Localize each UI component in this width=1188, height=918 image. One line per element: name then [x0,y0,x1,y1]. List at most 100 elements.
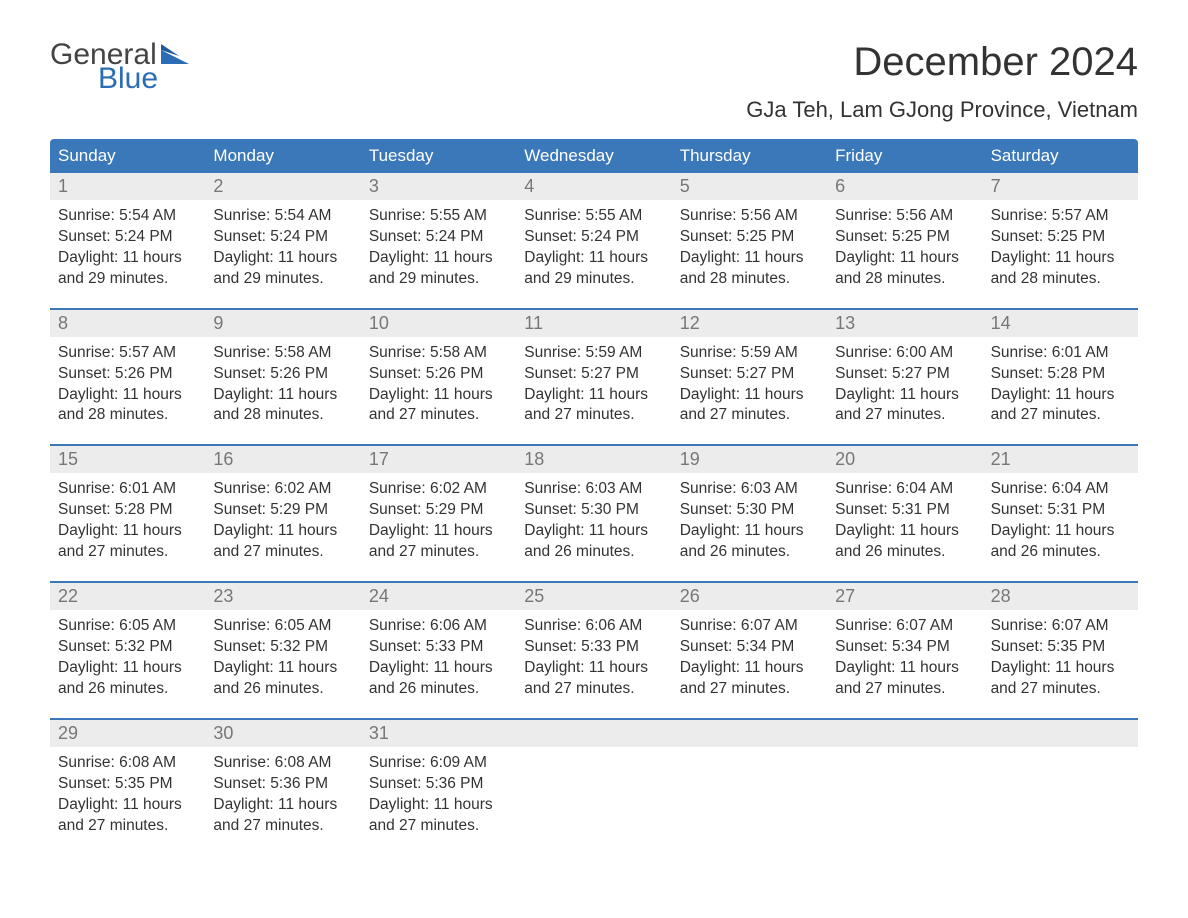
daylight-line-2: and 27 minutes. [835,405,974,426]
sunset-line: Sunset: 5:27 PM [680,364,819,385]
day-cell: Sunrise: 5:54 AMSunset: 5:24 PMDaylight:… [205,200,360,304]
daylight-line-2: and 26 minutes. [369,679,508,700]
day-number: 26 [672,583,827,610]
day-header-friday: Friday [827,139,982,173]
day-number: 12 [672,310,827,337]
brand-logo: General Blue [50,40,189,94]
sunset-line: Sunset: 5:34 PM [835,637,974,658]
sunset-line: Sunset: 5:30 PM [524,500,663,521]
daylight-line-2: and 26 minutes. [835,542,974,563]
day-cell: Sunrise: 6:04 AMSunset: 5:31 PMDaylight:… [983,473,1138,577]
week-block: 15161718192021Sunrise: 6:01 AMSunset: 5:… [50,444,1138,577]
sunset-line: Sunset: 5:33 PM [369,637,508,658]
week-block: 891011121314Sunrise: 5:57 AMSunset: 5:26… [50,308,1138,441]
daynum-row: 293031 [50,718,1138,747]
page-title: December 2024 [746,40,1138,85]
sunset-line: Sunset: 5:35 PM [58,774,197,795]
sunrise-line: Sunrise: 5:57 AM [991,206,1130,227]
daylight-line-2: and 28 minutes. [835,269,974,290]
daylight-line-2: and 27 minutes. [835,679,974,700]
daylight-line-2: and 29 minutes. [524,269,663,290]
sunrise-line: Sunrise: 5:58 AM [369,343,508,364]
day-header-sunday: Sunday [50,139,205,173]
sunset-line: Sunset: 5:25 PM [991,227,1130,248]
day-cell [516,747,671,851]
brand-part2: Blue [98,64,189,94]
sunset-line: Sunset: 5:33 PM [524,637,663,658]
daylight-line-2: and 27 minutes. [58,816,197,837]
daylight-line-1: Daylight: 11 hours [524,521,663,542]
daylight-line-2: and 28 minutes. [58,405,197,426]
daylight-line-2: and 28 minutes. [991,269,1130,290]
daylight-line-2: and 29 minutes. [58,269,197,290]
week-content-row: Sunrise: 5:57 AMSunset: 5:26 PMDaylight:… [50,337,1138,441]
day-cell: Sunrise: 6:02 AMSunset: 5:29 PMDaylight:… [361,473,516,577]
day-cell: Sunrise: 6:06 AMSunset: 5:33 PMDaylight:… [516,610,671,714]
day-number [827,720,982,747]
day-cell: Sunrise: 6:00 AMSunset: 5:27 PMDaylight:… [827,337,982,441]
sunrise-line: Sunrise: 5:55 AM [524,206,663,227]
day-cell: Sunrise: 6:01 AMSunset: 5:28 PMDaylight:… [50,473,205,577]
sunset-line: Sunset: 5:26 PM [213,364,352,385]
day-number: 17 [361,446,516,473]
day-number: 27 [827,583,982,610]
day-cell [983,747,1138,851]
sunset-line: Sunset: 5:29 PM [369,500,508,521]
daylight-line-1: Daylight: 11 hours [991,385,1130,406]
day-number: 25 [516,583,671,610]
sunset-line: Sunset: 5:25 PM [835,227,974,248]
day-cell: Sunrise: 6:01 AMSunset: 5:28 PMDaylight:… [983,337,1138,441]
sunrise-line: Sunrise: 6:00 AM [835,343,974,364]
daylight-line-2: and 29 minutes. [213,269,352,290]
daylight-line-2: and 27 minutes. [991,679,1130,700]
daylight-line-1: Daylight: 11 hours [680,658,819,679]
sunset-line: Sunset: 5:36 PM [213,774,352,795]
week-content-row: Sunrise: 6:05 AMSunset: 5:32 PMDaylight:… [50,610,1138,714]
day-number: 29 [50,720,205,747]
sunrise-line: Sunrise: 5:54 AM [213,206,352,227]
daylight-line-2: and 27 minutes. [213,816,352,837]
day-number: 9 [205,310,360,337]
daylight-line-2: and 27 minutes. [991,405,1130,426]
sunrise-line: Sunrise: 5:55 AM [369,206,508,227]
daylight-line-1: Daylight: 11 hours [835,248,974,269]
day-cell: Sunrise: 5:54 AMSunset: 5:24 PMDaylight:… [50,200,205,304]
daylight-line-1: Daylight: 11 hours [524,248,663,269]
day-number: 23 [205,583,360,610]
sunrise-line: Sunrise: 6:01 AM [58,479,197,500]
daylight-line-1: Daylight: 11 hours [835,658,974,679]
day-cell: Sunrise: 5:56 AMSunset: 5:25 PMDaylight:… [672,200,827,304]
daylight-line-1: Daylight: 11 hours [991,521,1130,542]
day-cell: Sunrise: 6:07 AMSunset: 5:34 PMDaylight:… [827,610,982,714]
daylight-line-2: and 27 minutes. [680,405,819,426]
sunrise-line: Sunrise: 5:59 AM [524,343,663,364]
day-cell: Sunrise: 5:59 AMSunset: 5:27 PMDaylight:… [672,337,827,441]
daylight-line-1: Daylight: 11 hours [213,521,352,542]
day-cell: Sunrise: 6:06 AMSunset: 5:33 PMDaylight:… [361,610,516,714]
day-number: 31 [361,720,516,747]
daylight-line-2: and 29 minutes. [369,269,508,290]
sunrise-line: Sunrise: 6:03 AM [680,479,819,500]
sunrise-line: Sunrise: 5:56 AM [835,206,974,227]
day-number: 3 [361,173,516,200]
daylight-line-1: Daylight: 11 hours [835,521,974,542]
daylight-line-1: Daylight: 11 hours [58,658,197,679]
daylight-line-2: and 27 minutes. [369,542,508,563]
sunset-line: Sunset: 5:27 PM [835,364,974,385]
sunset-line: Sunset: 5:32 PM [213,637,352,658]
day-number: 22 [50,583,205,610]
day-header-thursday: Thursday [672,139,827,173]
sunrise-line: Sunrise: 6:07 AM [680,616,819,637]
daylight-line-2: and 27 minutes. [369,816,508,837]
sunset-line: Sunset: 5:35 PM [991,637,1130,658]
day-number: 21 [983,446,1138,473]
day-cell: Sunrise: 6:08 AMSunset: 5:35 PMDaylight:… [50,747,205,851]
day-cell: Sunrise: 5:58 AMSunset: 5:26 PMDaylight:… [205,337,360,441]
day-number: 24 [361,583,516,610]
sunset-line: Sunset: 5:31 PM [991,500,1130,521]
day-number: 13 [827,310,982,337]
daylight-line-1: Daylight: 11 hours [369,658,508,679]
day-cell: Sunrise: 5:57 AMSunset: 5:26 PMDaylight:… [50,337,205,441]
sunrise-line: Sunrise: 6:02 AM [213,479,352,500]
daylight-line-1: Daylight: 11 hours [58,385,197,406]
